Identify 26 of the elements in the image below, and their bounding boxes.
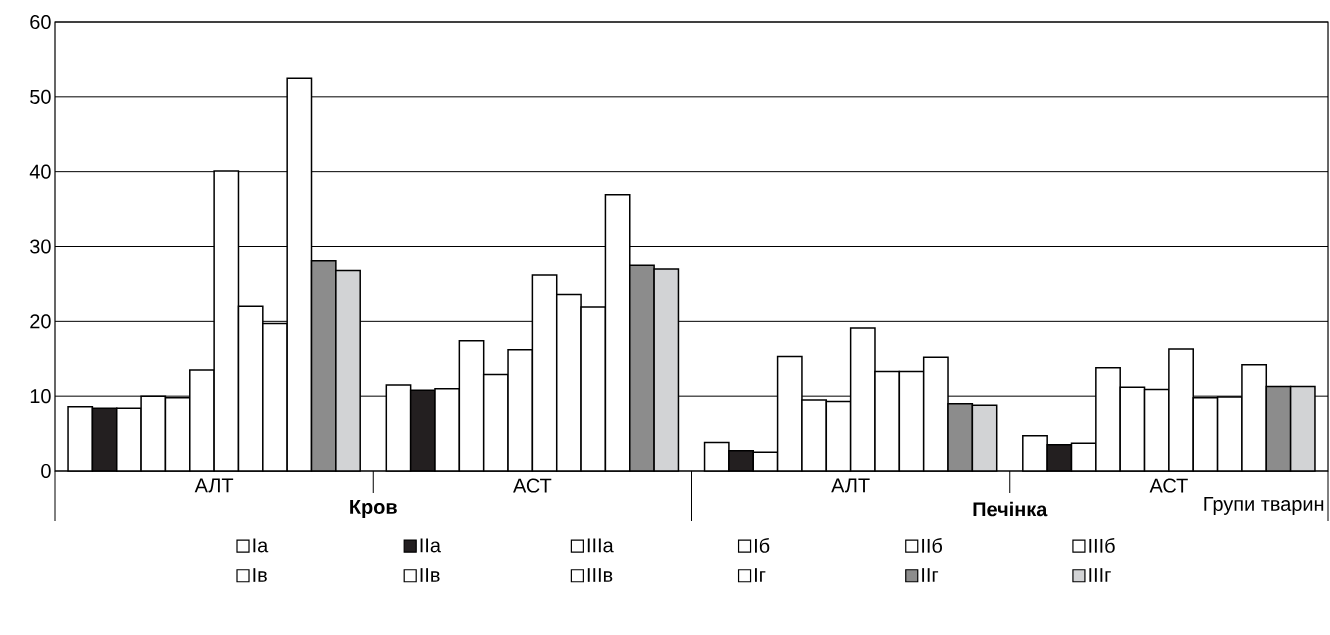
text: Кров	[350, 500, 397, 518]
legend-label: Iг	[755, 568, 766, 582]
legend-label: Iв	[253, 568, 267, 582]
legend-label: IIа	[420, 538, 441, 553]
y-tick-label: 40	[29, 164, 51, 179]
y-tick-label: 30	[30, 239, 51, 254]
legend-label: Iа	[253, 538, 269, 553]
x-tick-label: АЛТ	[194, 478, 234, 493]
x-tick-label: АЛТ	[831, 478, 870, 493]
legend-label: IIIа	[587, 538, 614, 553]
y-tick-label: 0	[41, 463, 51, 479]
y-tick-label: 60	[30, 14, 51, 30]
y-tick-label: 10	[30, 389, 51, 404]
legend-label: IIIв	[587, 568, 613, 582]
legend-label: IIг	[922, 568, 939, 582]
x-tick-label: АСТ	[1149, 478, 1188, 493]
text: Печінка	[973, 501, 1048, 517]
x-tick-label: АСТ	[513, 478, 552, 493]
y-tick-label: 20	[30, 314, 51, 329]
legend-label: IIб	[922, 538, 942, 553]
legend-label: Iб	[755, 538, 770, 553]
legend-label: IIIб	[1089, 538, 1115, 553]
legend-label: IIв	[420, 568, 440, 582]
x-axis-title: Групи тварин	[1204, 497, 1324, 515]
y-tick-label: 50	[30, 89, 51, 104]
legend-label: IIIг	[1089, 568, 1111, 582]
